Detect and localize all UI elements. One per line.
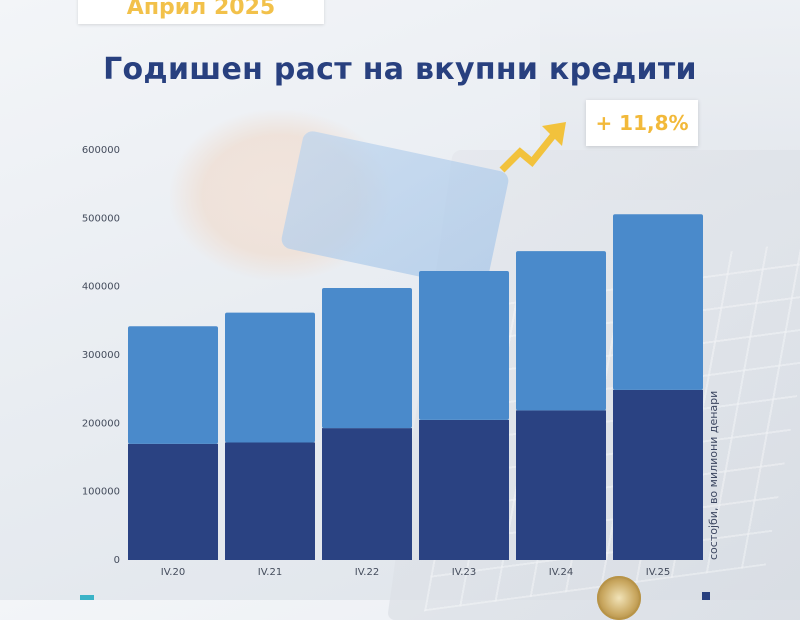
bar-segment-top: [419, 270, 509, 420]
bar-segment-top: [225, 312, 315, 443]
y-tick-label: 300000: [82, 350, 120, 361]
bar-segment-top: [516, 251, 606, 411]
bar-chart: 0 100000 200000 300000 400000 500000 600000 IV…: [82, 145, 703, 578]
y-tick-label: 500000: [82, 213, 120, 224]
y-tick-label: 100000: [82, 487, 120, 498]
bar-segment-bottom: [225, 442, 315, 560]
y-tick-label: 0: [114, 555, 120, 566]
bar-segment-bottom: [322, 428, 412, 560]
bar-segment-bottom: [613, 389, 703, 560]
trend-up-arrow-icon: [499, 122, 566, 173]
units-note: состојби, во милиони денари: [707, 390, 720, 560]
y-axis: 0 100000 200000 300000 400000 500000 600000: [82, 145, 120, 566]
y-tick-label: 400000: [82, 282, 120, 293]
x-tick-label: IV.23: [452, 567, 476, 578]
x-tick-label: IV.21: [258, 567, 282, 578]
y-tick-label: 600000: [82, 145, 120, 156]
bar-segment-bottom: [516, 410, 606, 560]
x-axis: IV.20 IV.21 IV.22 IV.23 IV.24 IV.25: [161, 567, 670, 578]
date-tab: Април 2025: [78, 0, 324, 24]
x-tick-label: IV.20: [161, 567, 185, 578]
bar-segment-top: [613, 214, 703, 390]
date-tab-text: Април 2025: [126, 0, 276, 20]
institution-seal-logo: [597, 576, 641, 620]
page-title: Годишен раст на вкупни кредити: [103, 52, 697, 87]
growth-badge: + 11,8%: [586, 100, 698, 146]
bars: [128, 214, 703, 560]
footer-mark: [702, 592, 710, 600]
bar-segment-bottom: [128, 443, 218, 560]
x-tick-label: IV.25: [646, 567, 670, 578]
bar-segment-bottom: [419, 419, 509, 560]
bar-segment-top: [128, 326, 218, 444]
footer-accent: [80, 595, 94, 600]
bar-segment-top: [322, 288, 412, 429]
x-tick-label: IV.22: [355, 567, 379, 578]
growth-label: + 11,8%: [595, 111, 689, 135]
y-tick-label: 200000: [82, 418, 120, 429]
x-tick-label: IV.24: [549, 567, 573, 578]
